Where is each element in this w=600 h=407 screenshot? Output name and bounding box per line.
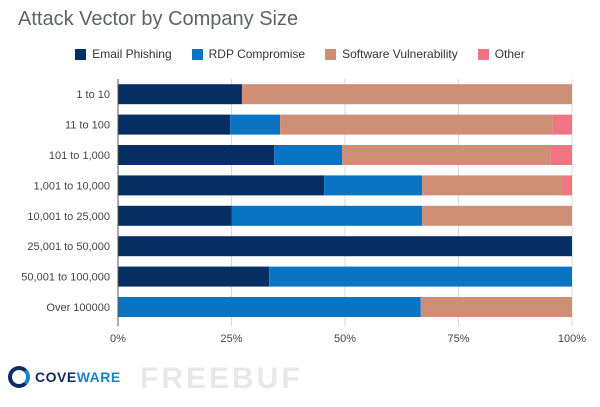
bar-segment — [550, 145, 572, 165]
bar-segment — [422, 205, 572, 226]
legend-item: Software Vulnerability — [325, 47, 458, 61]
bar-segment — [342, 145, 551, 165]
category-label: 1,001 to 10,000 — [34, 180, 110, 192]
x-tick-label: 50% — [334, 333, 356, 345]
bar-segment — [118, 84, 242, 105]
bar-segment — [230, 114, 281, 135]
bar-segment — [552, 114, 572, 135]
legend: Email Phishing RDP Compromise Software Vul… — [0, 47, 600, 61]
bar-segment — [422, 175, 563, 196]
chart-title: Attack Vector by Company Size — [18, 8, 299, 30]
legend-item: Other — [477, 47, 525, 61]
category-label: 10,001 to 25,000 — [27, 211, 110, 223]
coveware-logo: COVEWARE — [8, 366, 121, 388]
watermark: FREEBUF — [140, 362, 303, 395]
legend-swatch — [325, 48, 337, 60]
legend-label: Email Phishing — [92, 47, 172, 61]
bar-segment — [280, 114, 553, 135]
bar-segment — [118, 236, 572, 257]
bar-segment — [269, 266, 572, 287]
bar-segment — [118, 145, 275, 165]
x-tick-label: 100% — [558, 333, 586, 345]
category-label: 101 to 1,000 — [49, 150, 110, 162]
legend-item: RDP Compromise — [191, 47, 306, 61]
bar-segment — [118, 266, 270, 287]
legend-swatch — [477, 48, 489, 60]
legend-label: RDP Compromise — [208, 47, 306, 61]
bar-segment — [274, 145, 343, 165]
legend-swatch — [75, 48, 87, 60]
bar-segment — [118, 114, 231, 135]
logo-ring-icon — [8, 366, 30, 388]
bar-segment — [118, 175, 325, 196]
category-label: 25,001 to 50,000 — [27, 241, 110, 253]
bar-segment — [231, 205, 423, 226]
x-tick-label: 0% — [110, 333, 126, 345]
x-tick-label: 25% — [220, 333, 242, 345]
legend-swatch — [191, 48, 203, 60]
x-tick-label: 75% — [447, 333, 469, 345]
legend-item: Email Phishing — [75, 47, 172, 61]
bar-segment — [118, 297, 421, 317]
legend-label: Other — [494, 47, 525, 61]
bar-segment — [118, 205, 232, 226]
bar-segment — [420, 297, 572, 317]
logo-text-cove: COVE — [35, 369, 77, 385]
bar-segment — [241, 84, 572, 105]
bar-segment — [562, 175, 572, 196]
category-label: 11 to 100 — [65, 120, 110, 132]
logo-text-ware: WARE — [76, 369, 121, 385]
bar-segment — [324, 175, 423, 196]
category-label: Over 100000 — [46, 302, 110, 314]
legend-label: Software Vulnerability — [342, 47, 458, 61]
category-label: 50,001 to 100,000 — [21, 272, 110, 284]
category-label: 1 to 10 — [76, 89, 110, 101]
